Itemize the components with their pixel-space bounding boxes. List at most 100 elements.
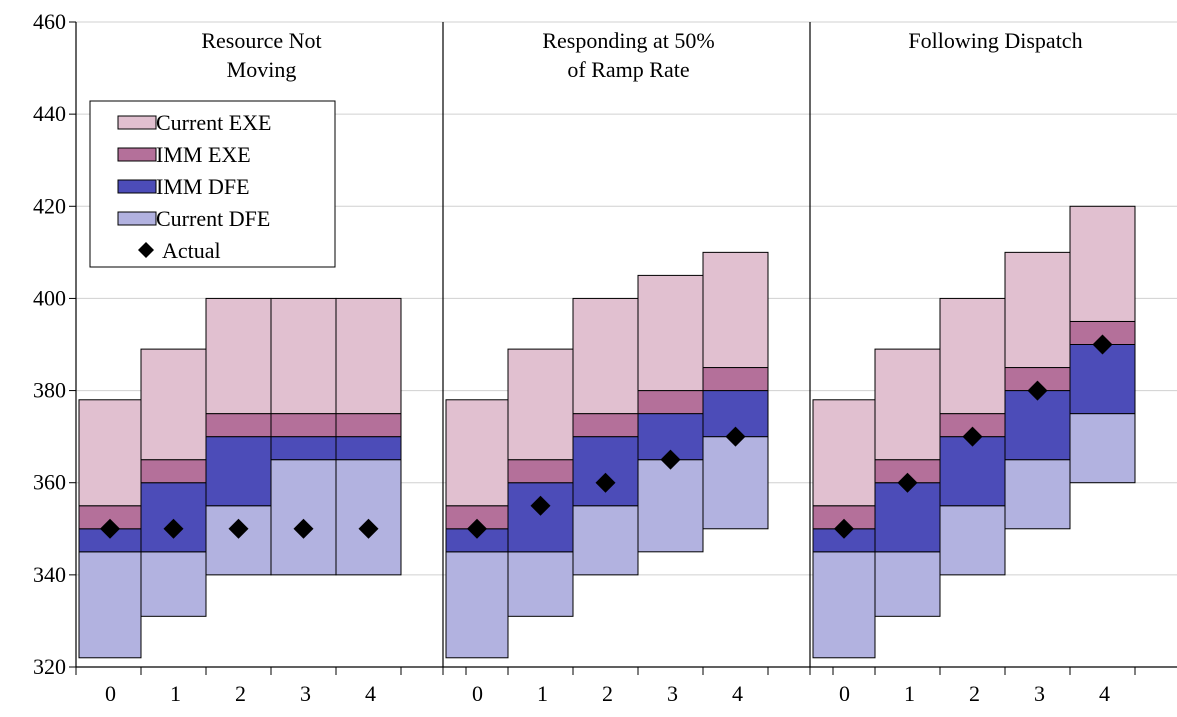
bar-segment-imm-exe — [140, 459, 207, 484]
bar-segment-imm-dfe — [507, 482, 574, 553]
bar-segment-current-dfe — [507, 551, 574, 617]
x-tick-label: 4 — [365, 681, 376, 706]
y-tick-label-320: 320 — [33, 654, 66, 679]
bar-segment-imm-dfe — [270, 436, 337, 461]
legend-swatch — [117, 179, 157, 194]
bar-segment-current-exe — [702, 251, 769, 369]
actual-marker — [660, 449, 681, 470]
bar-segment-imm-exe — [507, 459, 574, 484]
bar-segment-imm-exe — [572, 413, 639, 438]
y-tick-label-340: 340 — [33, 562, 66, 587]
x-tick-label: 0 — [105, 681, 116, 706]
legend-label: Actual — [162, 238, 221, 263]
bar-segment-imm-exe — [335, 413, 402, 438]
panel-0: Resource Not Moving 0 1 2 3 4 — [75, 28, 467, 706]
bar-group — [445, 399, 509, 659]
x-tick-label: 3 — [667, 681, 678, 706]
actual-marker — [1092, 334, 1113, 355]
y-tick-label-420: 420 — [33, 193, 66, 218]
actual-marker — [530, 495, 551, 516]
bar-segment-current-exe — [1004, 251, 1071, 369]
bar-group — [78, 399, 142, 659]
bar-segment-imm-exe — [270, 413, 337, 438]
bar-group — [1069, 205, 1136, 484]
bar-group — [812, 399, 876, 659]
actual-marker — [228, 518, 249, 539]
actual-marker — [358, 518, 379, 539]
bar-segment-imm-dfe — [1069, 344, 1136, 415]
x-tick-label: 1 — [170, 681, 181, 706]
bar-segment-current-exe — [78, 399, 142, 507]
actual-marker — [293, 518, 314, 539]
x-tick-label: 4 — [1099, 681, 1110, 706]
x-tick-label: 4 — [732, 681, 743, 706]
y-tick-label-400: 400 — [33, 285, 66, 310]
bar-segment-current-dfe — [812, 551, 876, 659]
x-tick-label: 3 — [1034, 681, 1045, 706]
actual-marker — [467, 518, 487, 539]
bar-group — [205, 297, 272, 576]
x-tick-label: 1 — [904, 681, 915, 706]
bar-segment-current-dfe — [445, 551, 509, 659]
x-tick-label: 2 — [602, 681, 613, 706]
bar-segment-current-dfe — [939, 505, 1006, 576]
bar-segment-current-dfe — [874, 551, 941, 617]
bar-segment-current-exe — [335, 297, 402, 415]
bar-segment-current-dfe — [270, 459, 337, 576]
bar-segment-imm-exe — [205, 413, 272, 438]
legend-swatch — [117, 147, 157, 162]
bar-segment-current-dfe — [1004, 459, 1071, 530]
bar-segment-current-dfe — [140, 551, 207, 617]
legend-swatch-actual — [138, 242, 154, 258]
bar-segment-current-dfe — [335, 459, 402, 576]
y-tick-label-460: 460 — [33, 9, 66, 34]
bar-segment-current-exe — [572, 297, 639, 415]
actual-marker — [1027, 380, 1048, 401]
legend-label: IMM EXE — [156, 142, 251, 167]
x-tick-label: 2 — [235, 681, 246, 706]
y-tick-label-440: 440 — [33, 101, 66, 126]
panel-1: Responding at 50% of Ramp Rate 0 1 2 3 4 — [442, 22, 834, 706]
bar-segment-imm-exe — [637, 390, 704, 415]
bar-group — [140, 348, 207, 617]
bar-group — [572, 297, 639, 576]
bar-segment-imm-exe — [702, 367, 769, 392]
bar-segment-imm-dfe — [572, 436, 639, 507]
panel-title-line: of Ramp Rate — [567, 57, 689, 82]
actual-marker — [100, 518, 120, 539]
bar-group — [270, 297, 337, 576]
bar-segment-current-dfe — [1069, 413, 1136, 484]
bar-group — [335, 297, 402, 576]
bar-group — [637, 274, 704, 553]
bar-group — [702, 251, 769, 530]
actual-marker — [834, 518, 854, 539]
x-tick-label: 1 — [537, 681, 548, 706]
bar-segment-current-dfe — [78, 551, 142, 659]
panel-title-line: Moving — [227, 57, 297, 82]
bar-segment-current-exe — [874, 348, 941, 461]
legend-label: IMM DFE — [156, 174, 250, 199]
bar-segment-imm-dfe — [140, 482, 207, 553]
bar-segment-current-exe — [205, 297, 272, 415]
bar-segment-current-dfe — [702, 436, 769, 530]
bar-segment-current-exe — [507, 348, 574, 461]
panel-2: Following Dispatch 0 1 2 3 4 — [809, 22, 1136, 706]
x-tick-label: 0 — [839, 681, 850, 706]
x-tick-label: 3 — [300, 681, 311, 706]
bar-segment-current-exe — [812, 399, 876, 507]
bar-segment-current-exe — [270, 297, 337, 415]
bar-segment-imm-dfe — [1004, 390, 1071, 461]
panel-title-line: Responding at 50% — [542, 28, 714, 53]
bar-group — [507, 348, 574, 617]
legend-swatch — [117, 115, 157, 130]
bar-group — [1004, 251, 1071, 530]
actual-marker — [897, 472, 918, 493]
bar-group — [874, 348, 941, 617]
y-tick-label-380: 380 — [33, 378, 66, 403]
x-tick-label: 0 — [472, 681, 483, 706]
bar-segment-current-exe — [939, 297, 1006, 415]
bar-segment-current-exe — [637, 274, 704, 392]
bar-segment-current-dfe — [637, 459, 704, 553]
actual-marker — [595, 472, 616, 493]
